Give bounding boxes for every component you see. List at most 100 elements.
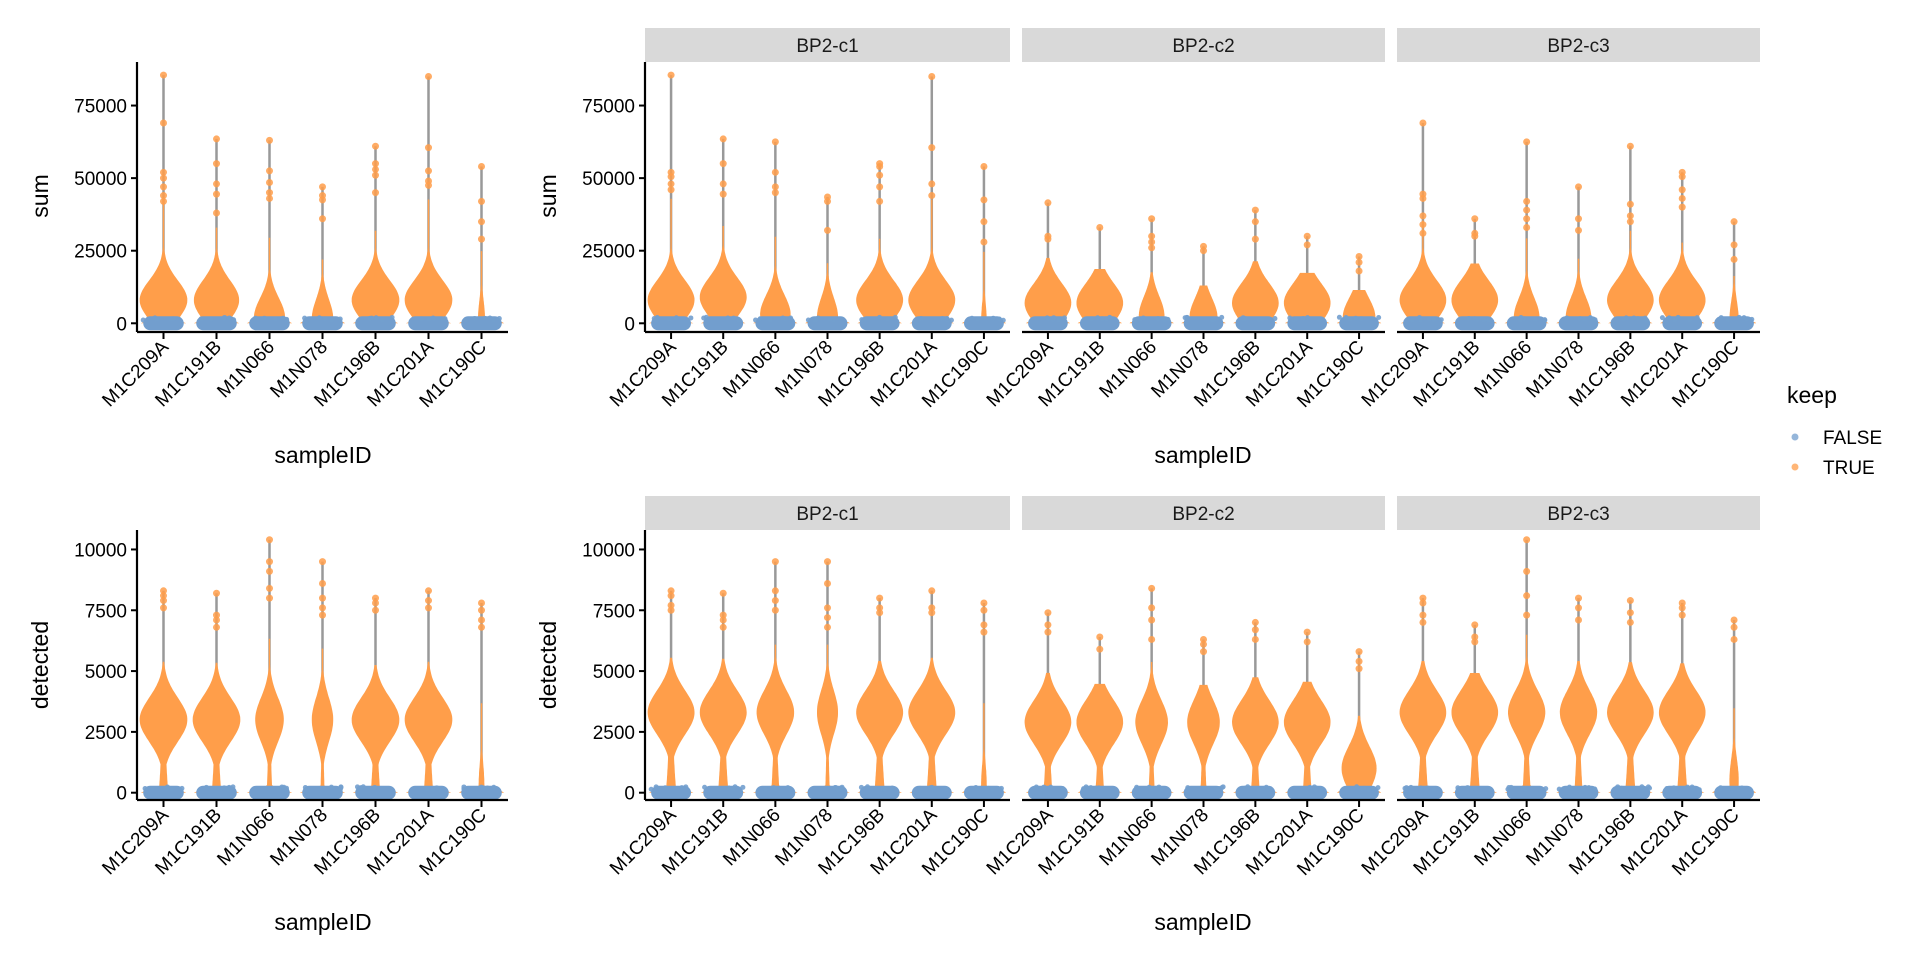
- point-keep-false: [252, 315, 258, 321]
- violin-base-keep-false: [1506, 785, 1547, 800]
- point-keep-false: [688, 315, 694, 321]
- point-keep-true: [266, 594, 273, 602]
- point-keep-false: [703, 314, 709, 320]
- violin-body-keep-true: [1711, 276, 1757, 324]
- point-keep-true: [1419, 229, 1427, 237]
- point-keep-false: [1062, 315, 1068, 321]
- violin-body-keep-true: [1283, 681, 1331, 793]
- point-keep-false: [740, 784, 746, 790]
- facet-strip: [645, 28, 1010, 62]
- violin-base-keep-false: [249, 316, 290, 331]
- y-tick-label: 10000: [74, 540, 127, 561]
- point-keep-true: [1523, 592, 1531, 600]
- point-keep-true: [1303, 628, 1311, 636]
- violin-body-keep-true: [351, 230, 400, 324]
- point-keep-false: [1736, 314, 1742, 320]
- point-keep-false: [1729, 785, 1735, 791]
- point-keep-true: [1575, 604, 1582, 612]
- violin-M1C196B: [856, 594, 904, 800]
- violin-body-keep-true: [404, 661, 453, 793]
- y-tick-label: 25000: [74, 242, 127, 263]
- point-keep-false: [730, 786, 736, 792]
- point-keep-true: [160, 587, 167, 595]
- point-keep-false: [1643, 317, 1649, 323]
- point-keep-false: [1185, 785, 1191, 791]
- point-keep-false: [168, 316, 174, 322]
- violin-M1C190C: [961, 599, 1007, 800]
- point-keep-true: [372, 160, 379, 168]
- violin-M1C201A: [1658, 599, 1706, 800]
- point-keep-true: [1523, 611, 1531, 619]
- violin-M1C201A: [404, 73, 453, 331]
- point-keep-true: [667, 173, 675, 181]
- violin-M1N066: [753, 558, 798, 800]
- point-keep-true: [425, 597, 432, 605]
- point-keep-false: [225, 786, 231, 792]
- violin-M1C209A: [1399, 594, 1447, 800]
- violin-M1N078: [1181, 635, 1226, 800]
- point-keep-true: [266, 567, 273, 575]
- point-keep-false: [780, 315, 786, 321]
- point-keep-false: [142, 786, 148, 792]
- violin-M1N066: [246, 536, 293, 800]
- point-keep-true: [319, 215, 326, 223]
- point-keep-false: [1403, 785, 1409, 791]
- point-keep-true: [266, 558, 273, 566]
- point-keep-false: [892, 314, 898, 320]
- point-keep-false: [1639, 784, 1645, 790]
- point-keep-true: [719, 611, 727, 619]
- point-keep-false: [198, 316, 204, 322]
- point-keep-false: [1424, 785, 1430, 791]
- point-keep-true: [1251, 626, 1259, 634]
- violin-M1C201A: [1283, 232, 1331, 331]
- point-keep-true: [980, 218, 988, 226]
- facet-strip-label: BP2-c3: [1547, 504, 1609, 525]
- point-keep-true: [980, 163, 988, 171]
- y-tick-label: 2500: [85, 723, 127, 744]
- violin-M1N078: [1181, 242, 1226, 331]
- point-keep-false: [1359, 786, 1365, 792]
- point-keep-true: [266, 189, 273, 197]
- point-keep-true: [1419, 599, 1427, 607]
- point-keep-false: [1370, 786, 1376, 792]
- point-keep-false: [322, 316, 328, 322]
- point-keep-false: [763, 786, 769, 792]
- point-keep-false: [990, 316, 996, 322]
- point-keep-false: [1580, 786, 1586, 792]
- point-keep-true: [719, 180, 727, 188]
- point-keep-false: [169, 786, 175, 792]
- point-keep-false: [1156, 784, 1162, 790]
- point-keep-false: [1287, 315, 1293, 321]
- violin-base-keep-false: [1403, 316, 1443, 331]
- point-keep-true: [1200, 242, 1207, 250]
- point-keep-true: [771, 189, 779, 197]
- facet-strip-label: BP2-c2: [1172, 36, 1234, 57]
- point-keep-true: [1044, 628, 1052, 636]
- point-keep-false: [888, 786, 894, 792]
- point-keep-false: [1095, 315, 1101, 321]
- point-keep-true: [1096, 223, 1104, 231]
- point-keep-true: [824, 193, 831, 201]
- point-keep-false: [838, 786, 844, 792]
- point-keep-false: [373, 315, 379, 321]
- legend-title: keep: [1787, 382, 1837, 408]
- point-keep-false: [1343, 315, 1349, 321]
- violin-M1N078: [299, 558, 346, 800]
- point-keep-false: [767, 317, 773, 323]
- point-keep-false: [1093, 785, 1099, 791]
- y-axis-title-top-left: sum: [27, 174, 53, 217]
- point-keep-true: [928, 587, 936, 595]
- violin-M1C196B: [1232, 206, 1279, 331]
- violin-M1N066: [1504, 536, 1549, 800]
- point-keep-true: [1200, 635, 1207, 643]
- point-keep-true: [928, 180, 936, 188]
- point-keep-false: [1088, 785, 1094, 791]
- point-keep-false: [431, 316, 437, 322]
- point-keep-false: [1165, 316, 1171, 322]
- point-keep-false: [1409, 317, 1415, 323]
- violin-M1N078: [805, 193, 850, 331]
- violin-body-keep-true: [1076, 269, 1124, 324]
- point-keep-false: [338, 785, 344, 791]
- violin-body-keep-true: [1556, 661, 1601, 793]
- point-keep-false: [1566, 784, 1572, 790]
